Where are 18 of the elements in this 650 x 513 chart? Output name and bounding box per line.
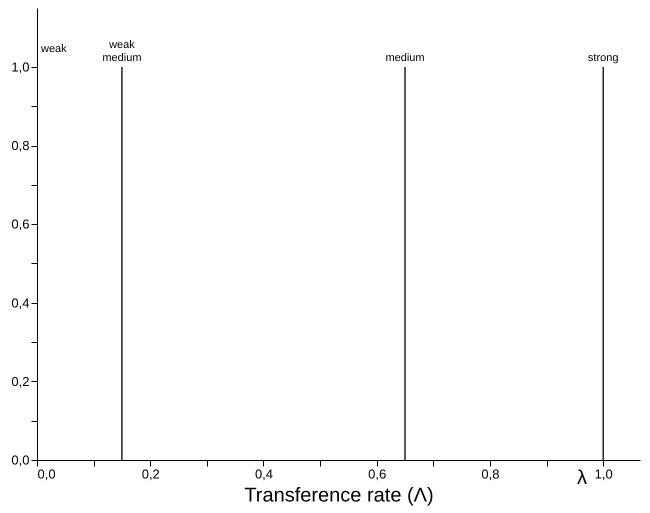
y-tick-label: 0,8 bbox=[11, 138, 30, 154]
x-tick-label: 1,0 bbox=[594, 466, 613, 482]
x-tick-label: 0,2 bbox=[142, 466, 160, 482]
annotation: weak medium bbox=[102, 38, 142, 64]
annotation: medium bbox=[385, 52, 425, 64]
x-tick-label: 0,6 bbox=[368, 466, 386, 482]
annotation: weak bbox=[40, 43, 68, 55]
x-tick-label: 0,0 bbox=[38, 466, 56, 482]
y-tick-label: 0,4 bbox=[11, 295, 30, 310]
text: λ bbox=[577, 467, 587, 489]
y-tick-label: 0,2 bbox=[11, 374, 30, 389]
y-tick-label: 1,0 bbox=[11, 59, 30, 74]
annotation: strong bbox=[588, 52, 618, 64]
x-tick-label: 0,4 bbox=[254, 466, 274, 482]
y-tick-label: 0,0 bbox=[11, 452, 30, 468]
y-tick-label: 0,6 bbox=[11, 216, 30, 232]
x-axis-title: Transference rate (Λ) bbox=[244, 484, 434, 506]
x-tick-label: 0,8 bbox=[481, 466, 500, 482]
